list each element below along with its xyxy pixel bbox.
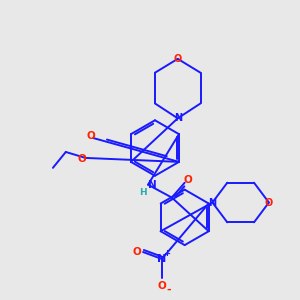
Text: N: N xyxy=(174,113,182,123)
Text: H: H xyxy=(139,188,147,197)
Text: O: O xyxy=(183,175,192,185)
Text: N: N xyxy=(157,254,167,264)
Text: O: O xyxy=(133,247,142,257)
Text: O: O xyxy=(174,54,182,64)
Text: O: O xyxy=(265,197,273,208)
Text: O: O xyxy=(158,281,166,291)
Text: N: N xyxy=(208,197,217,208)
Text: -: - xyxy=(167,285,171,295)
Text: O: O xyxy=(77,154,86,164)
Text: N: N xyxy=(148,180,156,190)
Text: +: + xyxy=(163,248,170,257)
Text: O: O xyxy=(86,131,95,141)
